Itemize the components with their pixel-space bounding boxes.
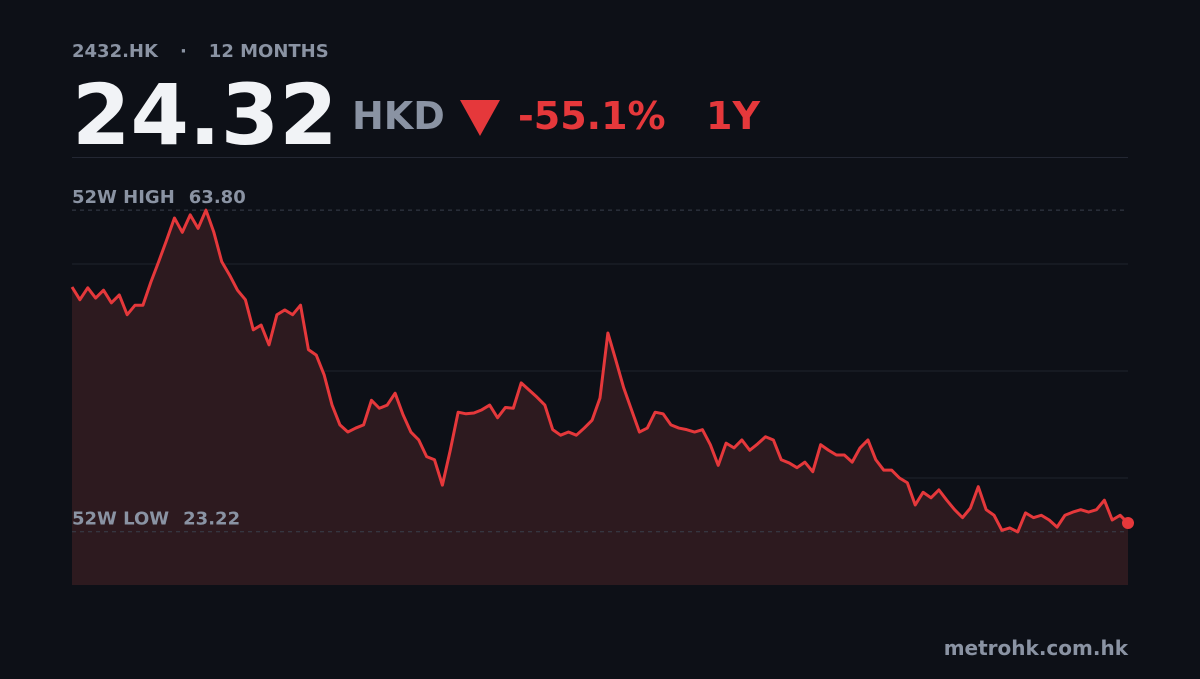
reference-name: 52W HIGH — [72, 187, 175, 208]
currency: HKD — [352, 94, 445, 138]
area — [72, 210, 1128, 585]
reference-label: 52W LOW 23.22 — [72, 509, 240, 530]
reference-value: 63.80 — [189, 187, 246, 208]
price-line — [70, 208, 1130, 534]
down-arrow — [460, 100, 500, 136]
source: metrohk.com.hk — [944, 636, 1129, 660]
last-point — [1122, 517, 1134, 530]
reference-label: 52W HIGH 63.80 — [72, 187, 246, 208]
change: -55.1% — [518, 94, 666, 138]
period: 12 MONTHS — [209, 41, 329, 62]
price: 24.32 — [72, 66, 338, 164]
range-label: 1Y — [706, 94, 760, 138]
subtitle: 2432.HK · 12 MONTHS — [72, 41, 329, 62]
separator: · — [180, 41, 187, 62]
plot: 52W HIGH 63.80 52W LOW 23.22 — [70, 187, 1134, 585]
ticker: 2432.HK — [72, 41, 159, 62]
reference-value: 23.22 — [183, 509, 240, 530]
reference-name: 52W LOW — [72, 509, 169, 530]
